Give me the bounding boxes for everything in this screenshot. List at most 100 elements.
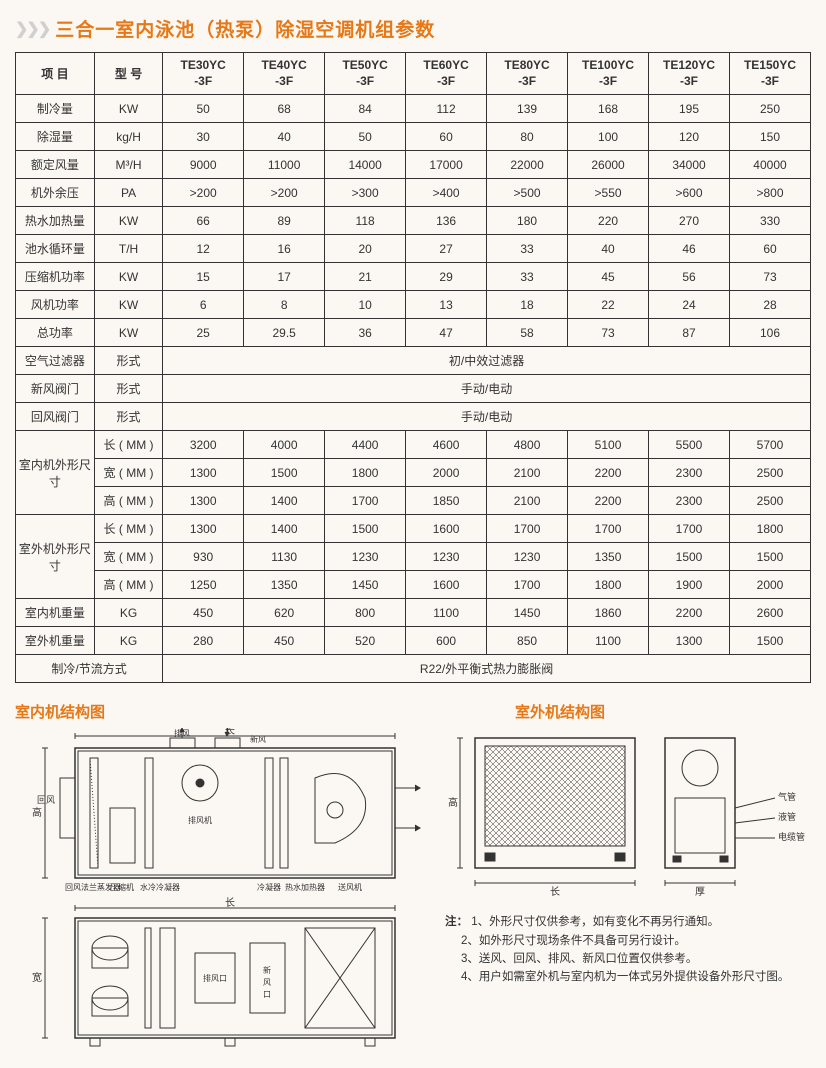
cell: 22000: [487, 151, 568, 179]
table-row: 室内机重量KG45062080011001450186022002600: [16, 599, 811, 627]
table-row: 压缩机功率KW1517212933455673: [16, 263, 811, 291]
table-row: 额定风量M³/H90001100014000170002200026000340…: [16, 151, 811, 179]
cell: 4400: [325, 431, 406, 459]
cell: 1500: [325, 515, 406, 543]
notes-label: 注：: [445, 916, 468, 928]
cell: 2200: [649, 599, 730, 627]
cell: 20: [325, 235, 406, 263]
cell: 180: [487, 207, 568, 235]
cell: 1700: [325, 487, 406, 515]
row-unit: KW: [94, 95, 162, 123]
cell: 1700: [487, 515, 568, 543]
cell: 2200: [568, 487, 649, 515]
cell: 3200: [163, 431, 244, 459]
cell: 29: [406, 263, 487, 291]
row-label: 室外机重量: [16, 627, 95, 655]
cell: >200: [163, 179, 244, 207]
cell: 15: [163, 263, 244, 291]
cell: 2300: [649, 459, 730, 487]
cell: 5100: [568, 431, 649, 459]
row-unit: KG: [94, 599, 162, 627]
row-label: 池水循环量: [16, 235, 95, 263]
cell: 118: [325, 207, 406, 235]
cell: 106: [729, 319, 810, 347]
cell: 1300: [163, 459, 244, 487]
cell: 2100: [487, 487, 568, 515]
svg-text:热水加热器: 热水加热器: [285, 882, 325, 892]
cell: >800: [729, 179, 810, 207]
indoor-diagram-title: 室内机结构图: [15, 701, 425, 722]
cell: 2500: [729, 487, 810, 515]
row-unit: 宽 ( MM ): [94, 543, 162, 571]
cell: 1230: [325, 543, 406, 571]
row-label: 室内机重量: [16, 599, 95, 627]
svg-text:回风: 回风: [37, 795, 55, 805]
cell: 10: [325, 291, 406, 319]
cell: 27: [406, 235, 487, 263]
model-0: TE30YC-3F: [163, 53, 244, 95]
group-label: 室外机外形尺寸: [16, 515, 95, 599]
row-label: 回风阀门: [16, 403, 95, 431]
cell: 330: [729, 207, 810, 235]
cell: 56: [649, 263, 730, 291]
model-2: TE50YC-3F: [325, 53, 406, 95]
model-5: TE100YC-3F: [568, 53, 649, 95]
svg-text:口: 口: [263, 990, 271, 999]
cell: 2300: [649, 487, 730, 515]
cell: 60: [406, 123, 487, 151]
row-unit: KG: [94, 627, 162, 655]
cell: 1500: [729, 627, 810, 655]
span-cell: 手动/电动: [163, 403, 811, 431]
page-title: 三合一室内泳池（热泵）除湿空调机组参数: [55, 15, 435, 42]
cell: 168: [568, 95, 649, 123]
group-label: 室内机外形尺寸: [16, 431, 95, 515]
cell: 5500: [649, 431, 730, 459]
span-cell: 初/中效过滤器: [163, 347, 811, 375]
svg-text:气管: 气管: [778, 791, 796, 802]
table-row: 池水循环量T/H1216202733404660: [16, 235, 811, 263]
cell: 6: [163, 291, 244, 319]
svg-text:水冷冷凝器: 水冷冷凝器: [140, 882, 180, 892]
cell: 850: [487, 627, 568, 655]
svg-text:风: 风: [263, 978, 271, 987]
cell: 13: [406, 291, 487, 319]
cell: 1500: [244, 459, 325, 487]
cell: 1500: [729, 543, 810, 571]
cell: 21: [325, 263, 406, 291]
cell: 17000: [406, 151, 487, 179]
table-row: 室外机重量KG280450520600850110013001500: [16, 627, 811, 655]
cell: 1300: [163, 487, 244, 515]
cell: 73: [729, 263, 810, 291]
table-row: 室内机外形尺寸长 ( MM )3200400044004600480051005…: [16, 431, 811, 459]
note-3: 3、送风、回风、排风、新风口位置仅供参考。: [461, 953, 697, 965]
cell: 1900: [649, 571, 730, 599]
outdoor-diagram-title: 室外机结构图: [515, 701, 811, 722]
cell: >600: [649, 179, 730, 207]
cell: 58: [487, 319, 568, 347]
indoor-diagram-svg: 长 回风 高 排风 新风: [15, 728, 425, 1048]
cell: 1700: [649, 515, 730, 543]
outdoor-diagram-block: 室外机结构图 高 长: [445, 691, 811, 1053]
cell: 17: [244, 263, 325, 291]
table-row: 机外余压PA>200>200>300>400>500>550>600>800: [16, 179, 811, 207]
model-7: TE150YC-3F: [729, 53, 810, 95]
table-row: 新风阀门形式手动/电动: [16, 375, 811, 403]
cell: 1300: [649, 627, 730, 655]
cell: 620: [244, 599, 325, 627]
note-1: 1、外形尺寸仅供参考，如有变化不再另行通知。: [471, 916, 719, 928]
cell: >400: [406, 179, 487, 207]
cell: 9000: [163, 151, 244, 179]
cell: 47: [406, 319, 487, 347]
table-row: 高 ( MM )12501350145016001700180019002000: [16, 571, 811, 599]
svg-text:高: 高: [32, 806, 42, 819]
cooling-method-value: R22/外平衡式热力膨胀阀: [163, 655, 811, 683]
table-row: 空气过滤器形式初/中效过滤器: [16, 347, 811, 375]
svg-text:宽: 宽: [32, 971, 42, 984]
table-row: 宽 ( MM )13001500180020002100220023002500: [16, 459, 811, 487]
cell: 2500: [729, 459, 810, 487]
svg-text:新风: 新风: [250, 734, 266, 744]
cell: 73: [568, 319, 649, 347]
table-row: 宽 ( MM )9301130123012301230135015001500: [16, 543, 811, 571]
cell: 1350: [244, 571, 325, 599]
cell: >200: [244, 179, 325, 207]
